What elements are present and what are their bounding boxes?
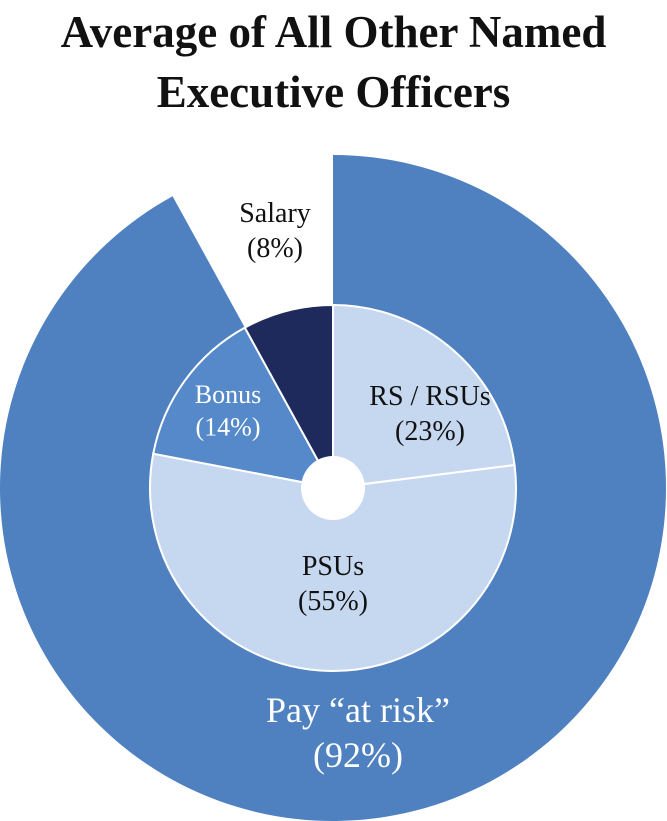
slice-label: RS / RSUs (23%) <box>369 381 490 447</box>
center-hole <box>301 456 365 520</box>
slice-label: Salary (8%) <box>239 198 311 264</box>
slice-value-label: (8%) <box>247 233 303 264</box>
slice-label: Bonus (14%) <box>195 380 261 442</box>
pie-slice <box>332 303 516 490</box>
slice-value-label: (92%) <box>313 735 403 775</box>
slice-value-label: (55%) <box>298 586 368 617</box>
pie-slice <box>243 303 334 489</box>
slice-name: PSUs <box>302 551 364 582</box>
slice-value-label: (23%) <box>395 416 465 447</box>
slice-name: Pay “at risk” <box>266 690 450 730</box>
slice-name: Bonus <box>195 380 261 409</box>
slice-label: Pay “at risk” (92%) <box>266 690 450 775</box>
chart-title: Average of All Other Named Executive Off… <box>60 7 607 117</box>
slice-name: Salary <box>239 198 311 229</box>
slice-value-label: (14%) <box>196 413 261 442</box>
pie-slice <box>152 326 335 490</box>
pie-slice <box>149 452 517 672</box>
slice-label: PSUs (55%) <box>298 551 368 617</box>
slice-name: RS / RSUs <box>369 381 490 412</box>
